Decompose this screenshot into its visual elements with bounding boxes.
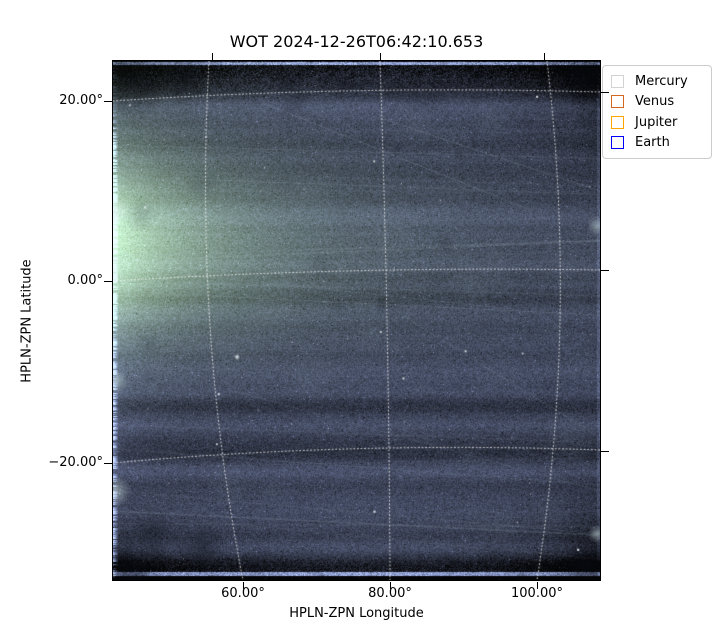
x-axis-label: HPLN-ZPN Longitude — [289, 606, 424, 621]
plot-title: WOT 2024-12-26T06:42:10.653 — [229, 32, 484, 51]
plot-area — [112, 60, 601, 581]
x-tick-label-100: 100.00° — [511, 586, 563, 601]
legend-item-mercury: Mercury — [603, 71, 711, 92]
x-tick — [544, 53, 545, 60]
x-tick-label-80: 80.00° — [368, 586, 412, 601]
x-tick — [390, 582, 391, 589]
legend-item-earth: Earth — [603, 133, 711, 154]
venus-marker-icon — [611, 95, 624, 109]
y-tick — [104, 281, 112, 282]
x-tick-label-60: 60.00° — [221, 586, 265, 601]
legend-item-label: Earth — [635, 135, 670, 151]
legend-item-label: Jupiter — [635, 114, 678, 130]
x-tick — [380, 53, 381, 60]
y-tick — [601, 451, 609, 452]
y-tick — [104, 463, 112, 464]
x-tick — [212, 53, 213, 60]
legend-item-venus: Venus — [603, 92, 711, 113]
mercury-marker-icon — [611, 74, 624, 88]
legend-item-label: Mercury — [635, 73, 688, 89]
y-tick-label-0: 0.00° — [67, 273, 103, 288]
legend-item-label: Venus — [635, 94, 675, 110]
y-tick — [104, 101, 112, 102]
jupiter-marker-icon — [611, 115, 624, 129]
y-tick — [601, 92, 609, 93]
legend-item-jupiter: Jupiter — [603, 112, 711, 133]
y-tick-label-20: 20.00° — [59, 93, 103, 108]
x-tick — [243, 582, 244, 589]
sky-image — [113, 61, 600, 580]
y-tick — [601, 270, 609, 271]
x-tick — [537, 582, 538, 589]
earth-marker-icon — [611, 136, 624, 150]
legend: Mercury Venus Jupiter Earth — [602, 65, 712, 159]
y-tick-label-neg20: −20.00° — [48, 455, 103, 470]
